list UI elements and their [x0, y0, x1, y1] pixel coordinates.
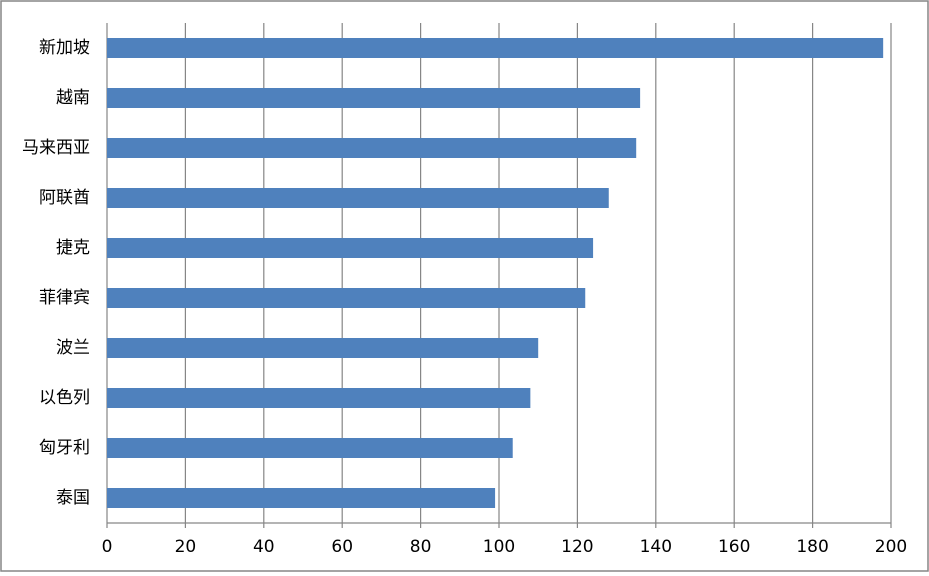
- x-tick-label: 100: [483, 537, 515, 557]
- x-tick-label: 120: [561, 537, 593, 557]
- y-tick-label: 菲律宾: [39, 288, 90, 308]
- y-tick-label: 新加坡: [39, 38, 90, 58]
- y-tick-label: 阿联酋: [39, 188, 90, 208]
- y-tick-label: 马来西亚: [22, 138, 90, 158]
- bar: [107, 238, 594, 258]
- x-tick-label: 20: [175, 537, 197, 557]
- x-tick-label: 200: [875, 537, 907, 557]
- y-tick-label: 越南: [56, 88, 90, 108]
- y-tick-label: 以色列: [39, 388, 90, 408]
- bar: [107, 488, 496, 508]
- y-tick-label: 泰国: [56, 488, 90, 508]
- bar: [107, 88, 641, 108]
- x-tick-label: 180: [796, 537, 828, 557]
- y-tick-label: 捷克: [56, 238, 90, 258]
- bar: [107, 438, 513, 458]
- bar: [107, 388, 531, 408]
- x-tick-label: 40: [253, 537, 275, 557]
- y-tick-label: 匈牙利: [39, 438, 90, 458]
- x-tick-label: 160: [718, 537, 750, 557]
- bar: [107, 38, 884, 58]
- bar: [107, 138, 637, 158]
- x-tick-label: 0: [102, 537, 113, 557]
- x-tick-label: 60: [331, 537, 353, 557]
- x-tick-label: 140: [640, 537, 672, 557]
- x-tick-label: 80: [410, 537, 432, 557]
- bar: [107, 338, 539, 358]
- bar: [107, 288, 586, 308]
- y-tick-label: 波兰: [56, 338, 90, 358]
- bar: [107, 188, 609, 208]
